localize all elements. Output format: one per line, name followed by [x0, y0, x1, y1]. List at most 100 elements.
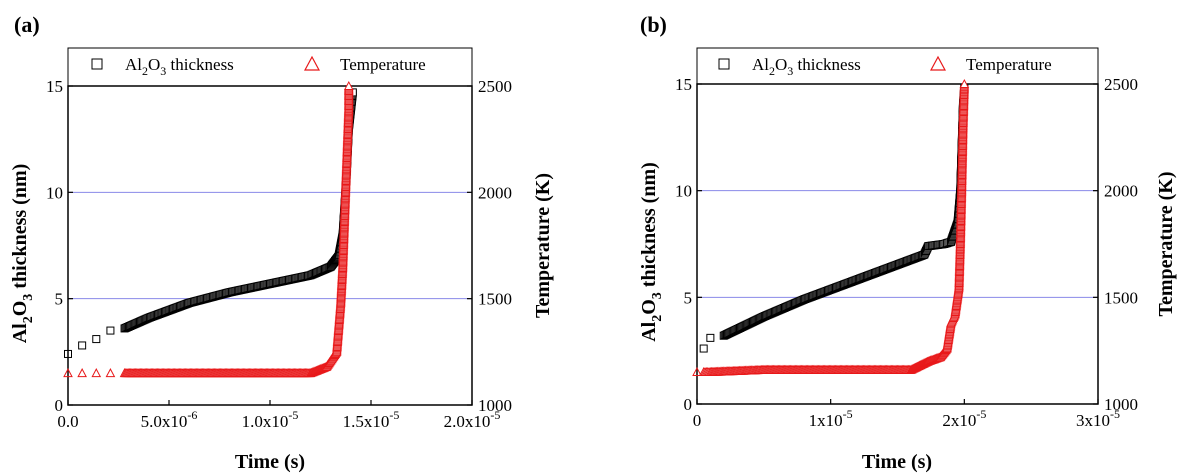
y-tick-label: 5 [684, 288, 693, 307]
y2-axis-title: Temperature (K) [532, 173, 554, 318]
text-run: 2 [142, 64, 148, 78]
data-point-triangle [343, 80, 354, 90]
text-run: 1000 [478, 396, 512, 415]
panel-label: (a) [14, 12, 40, 37]
data-point-triangle [91, 368, 102, 378]
text-run: 1500 [1104, 288, 1138, 307]
text-run: 1000 [1104, 395, 1138, 414]
text-run: thickness (nm) [638, 162, 660, 292]
text-run: 10 [46, 183, 63, 202]
text-run: 1.5x10 [343, 412, 390, 431]
text-run: -5 [490, 408, 500, 422]
x-tick-label: 1.0x10-5 [242, 408, 299, 431]
text-run: 0 [55, 396, 64, 415]
chart-panel-a: (a)Al2O3 thickness Temperature05101510001… [9, 12, 554, 473]
text-run: 2 [650, 315, 665, 322]
text-run: 5 [684, 288, 693, 307]
y2-tick-label: 1000 [478, 396, 512, 415]
data-point-square [64, 349, 72, 358]
x-axis-title: Time (s) [862, 451, 932, 473]
x-tick-label: 1x10-5 [809, 407, 853, 430]
data-point-triangle [77, 368, 87, 378]
data-point-triangle [105, 368, 116, 378]
text-run: Al [125, 55, 142, 74]
text-run: (a) [14, 12, 40, 37]
text-run: 2 [769, 64, 775, 78]
y-tick-label: 0 [55, 396, 64, 415]
y-tick-label: 15 [675, 75, 692, 94]
legend-temperature-label: Temperature [966, 55, 1052, 74]
text-run: O [775, 55, 787, 74]
data-point-square [78, 341, 87, 350]
data-point-triangle [63, 368, 73, 378]
data-point-triangle [959, 78, 970, 88]
series-temperature [692, 78, 970, 376]
text-run: Al [9, 323, 31, 343]
text-run: 3x10 [1076, 411, 1110, 430]
y2-tick-label: 2500 [478, 77, 512, 96]
data-point-square [92, 335, 101, 344]
text-run: 2000 [478, 183, 512, 202]
legend-triangle-marker [303, 55, 321, 71]
legend-box [696, 47, 1099, 85]
text-run: 1.0x10 [242, 412, 289, 431]
y-tick-label: 0 [684, 395, 693, 414]
legend-triangle-marker [929, 55, 947, 71]
text-run: 1x10 [809, 411, 843, 430]
legend-thickness-label: Al2O3 thickness [752, 55, 861, 78]
data-point-triangle [692, 366, 702, 376]
text-run: 3 [650, 292, 665, 299]
text-run: 3 [21, 294, 36, 301]
text-run: 0.0 [57, 412, 78, 431]
text-run: -5 [288, 408, 298, 422]
text-run: thickness (nm) [9, 164, 31, 294]
y-tick-label: 5 [55, 290, 64, 309]
text-run: 15 [675, 75, 692, 94]
text-run: 3 [160, 64, 166, 78]
text-run: -6 [187, 408, 197, 422]
text-run: thickness [793, 55, 861, 74]
plot-frame [696, 83, 1099, 405]
text-run: thickness [166, 55, 234, 74]
y2-tick-label: 1000 [1104, 395, 1138, 414]
y-tick-label: 10 [675, 182, 692, 201]
text-run: 2x10 [942, 411, 976, 430]
text-run: -5 [389, 408, 399, 422]
x-tick-label: 2x10-5 [942, 407, 986, 430]
text-run: Al [752, 55, 769, 74]
legend-square-marker [718, 58, 730, 70]
text-run: Temperature (K) [532, 173, 554, 318]
text-run: -5 [976, 407, 986, 421]
y2-tick-label: 2500 [1104, 75, 1138, 94]
text-run: 15 [46, 77, 63, 96]
x-tick-label: 3x10-5 [1076, 407, 1120, 430]
text-run: 1500 [478, 290, 512, 309]
legend-box [67, 47, 473, 87]
y2-tick-label: 1500 [1104, 288, 1138, 307]
text-run: 5 [55, 290, 64, 309]
x-tick-label: 0.0 [57, 412, 78, 431]
text-run: 2000 [1104, 182, 1138, 201]
text-run: 2.0x10 [444, 412, 491, 431]
text-run: Time (s) [235, 451, 305, 473]
text-run: O [148, 55, 160, 74]
text-run: -5 [843, 407, 853, 421]
text-run: Time (s) [862, 451, 932, 473]
series-thickness [699, 84, 969, 353]
text-run: 5.0x10 [141, 412, 188, 431]
text-run: 0 [693, 411, 702, 430]
series-temperature [63, 80, 354, 378]
x-tick-label: 1.5x10-5 [343, 408, 400, 431]
y2-tick-label: 1500 [478, 290, 512, 309]
y2-axis-title: Temperature (K) [1155, 172, 1177, 317]
x-tick-label: 2.0x10-5 [444, 408, 501, 431]
text-run: 0 [684, 395, 693, 414]
legend-temperature-label: Temperature [340, 55, 426, 74]
text-run: 2500 [1104, 75, 1138, 94]
y-tick-label: 15 [46, 77, 63, 96]
text-run: Temperature [340, 55, 426, 74]
y-axis-title: Al2O3 thickness (nm) [638, 162, 665, 342]
text-run: 3 [787, 64, 793, 78]
data-point-square [699, 344, 708, 353]
